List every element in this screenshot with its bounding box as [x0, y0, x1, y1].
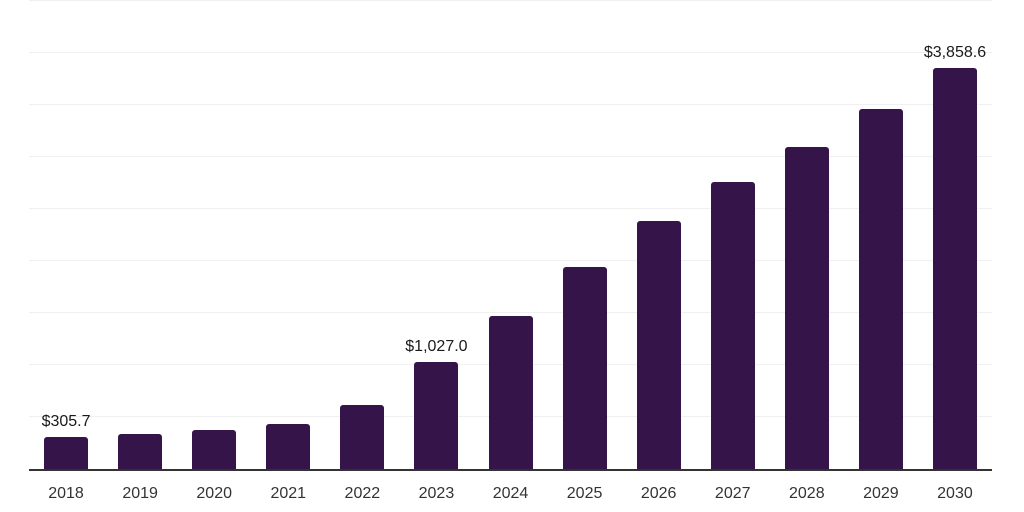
x-tick-label-2018: 2018 [48, 485, 84, 502]
value-label-2018: $305.7 [41, 413, 91, 431]
bar-2018 [44, 437, 89, 469]
bar-2021 [266, 424, 311, 469]
bar-2026 [636, 220, 681, 469]
gridline-4000 [29, 52, 992, 53]
bar-2020 [192, 430, 237, 469]
x-tick-label-2030: 2030 [937, 485, 973, 502]
gridline-4500 [29, 0, 992, 1]
x-tick-label-2028: 2028 [789, 485, 825, 502]
x-tick-label-2027: 2027 [714, 485, 751, 502]
x-tick-label-2024: 2024 [492, 485, 529, 502]
plot-area: $305.7 $1,027.0 $3,858.6 [29, 0, 992, 471]
bar-2030 [932, 67, 977, 469]
bar-2022 [340, 404, 385, 469]
x-tick-label-2022: 2022 [344, 485, 381, 502]
gridline-3000 [29, 156, 992, 157]
x-tick-label-2025: 2025 [566, 485, 603, 502]
x-tick-label-2029: 2029 [863, 485, 899, 502]
gridline-1500 [29, 312, 992, 313]
x-tick-label-2023: 2023 [418, 485, 455, 502]
x-tick-label-2026: 2026 [640, 485, 677, 502]
gridline-3500 [29, 104, 992, 105]
x-tick-label-2020: 2020 [196, 485, 232, 502]
bar-2027 [710, 181, 755, 469]
bar-2023 [414, 362, 459, 469]
gridline-2000 [29, 260, 992, 261]
bar-2025 [562, 267, 607, 469]
gridline-2500 [29, 208, 992, 209]
value-label-2030: $3,858.6 [923, 43, 987, 61]
bar-2019 [118, 434, 163, 469]
bar-2029 [858, 109, 903, 469]
bar-2024 [488, 316, 533, 469]
x-tick-label-2019: 2019 [122, 485, 158, 502]
x-tick-label-2021: 2021 [270, 485, 307, 502]
x-axis-line [29, 469, 992, 471]
bar-2028 [784, 146, 829, 469]
value-label-2023: $1,027.0 [405, 338, 468, 356]
x-axis-tick-labels: 2018 2019 2020 2021 2022 2023 2024 2025 2026 2027… [29, 483, 992, 505]
